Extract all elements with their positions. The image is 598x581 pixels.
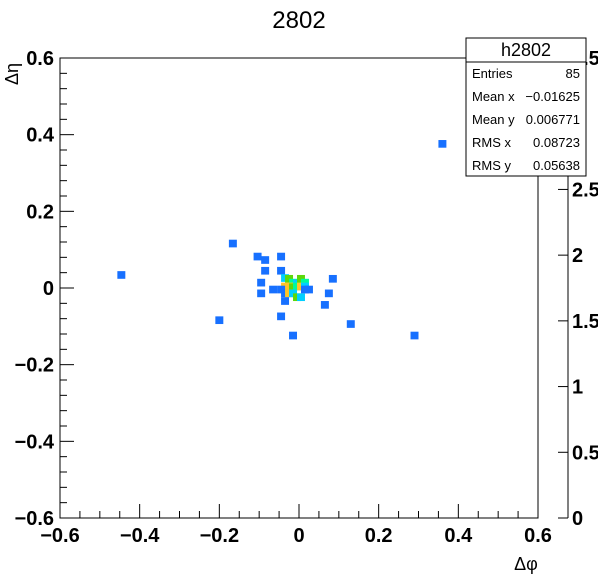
stats-row-value: 0.006771 [526,112,580,127]
stats-row-value: 0.08723 [533,135,580,150]
colorbar-tick-label: 2.5 [572,179,598,201]
y-axis-label: Δη [2,63,22,85]
stats-row-label: Entries [472,66,513,81]
x-tick-label: −0.2 [200,525,239,547]
y-tick-label: −0.4 [15,431,55,453]
stats-box: h2802 Entries 85 Mean x −0.01625 Mean y 0.0067… [465,37,587,177]
heatmap-cell [253,252,262,261]
stats-row-label: RMS y [472,158,512,173]
x-tick-label: 0 [293,525,304,547]
axis-layer: −0.6 −0.4 −0.2 0 0.2 0.4 0.6 −0.6 −0.4 −0.2 0 0.2 0.… [15,48,552,547]
stats-box-frame [465,37,587,177]
heatmap-cell [324,289,333,298]
heatmap-cell [289,331,298,340]
heatmap-cell [300,285,309,294]
y-tick-label: 0.2 [26,201,54,223]
x-tick-label: 0.2 [365,525,393,547]
x-tick-label: 0.6 [524,525,552,547]
heatmap-cell [277,252,286,261]
heatmap-cell [277,266,286,275]
y-tick-label: 0.4 [26,125,55,147]
x-tick-label: −0.6 [40,525,79,547]
y-tick-label: −0.6 [15,508,54,530]
x-tick-label: −0.4 [120,525,160,547]
colorbar-tick-label: 0 [572,508,583,530]
heatmap-cell [320,301,329,309]
chart-title: 2802 [272,7,325,34]
heatmap-cell [281,274,290,282]
y-tick-label: 0 [43,278,54,300]
heatmap-cell [438,140,447,148]
heatmap-cell [304,285,313,294]
heatmap-cell [289,289,298,298]
stats-row-label: Mean y [472,112,515,127]
stats-row-value: −0.01625 [525,89,580,104]
colorbar-tick-label: 1.5 [572,311,598,333]
heatmap-cell [293,282,301,291]
heatmap-cell [257,278,266,287]
heatmap-cell [297,293,305,302]
colorbar-tick-label: 1 [572,377,583,399]
stats-row-value: 85 [566,66,580,81]
y-tick-label: 0.6 [26,48,54,70]
data-layer [117,140,447,340]
heatmap-cell [215,316,224,325]
stats-row-label: Mean x [472,89,515,104]
x-axis-label: Δφ [514,554,538,574]
x-tick-label: 0.4 [444,525,473,547]
heatmap-cell [346,320,355,328]
heatmap-cell [277,312,286,321]
heatmap-cell [410,331,419,340]
heatmap-cell [269,285,278,294]
heatmap-cell [261,256,270,264]
heatmap-cell [261,266,270,275]
heatmap-cell [328,274,337,283]
heatmap-cell [117,271,126,279]
colorbar-tick-label: 2 [572,245,583,267]
heatmap-cell [281,297,290,305]
heatmap-cell [257,289,266,298]
heatmap-cell [293,293,301,302]
y-tick-label: −0.2 [15,355,54,377]
stats-row-label: RMS x [472,135,512,150]
stats-row-value: 0.05638 [533,158,580,173]
colorbar-tick-label: 0.5 [572,442,598,464]
heatmap-cell [281,289,290,298]
heatmap-cell [228,239,237,248]
stats-box-title: h2802 [501,40,551,60]
